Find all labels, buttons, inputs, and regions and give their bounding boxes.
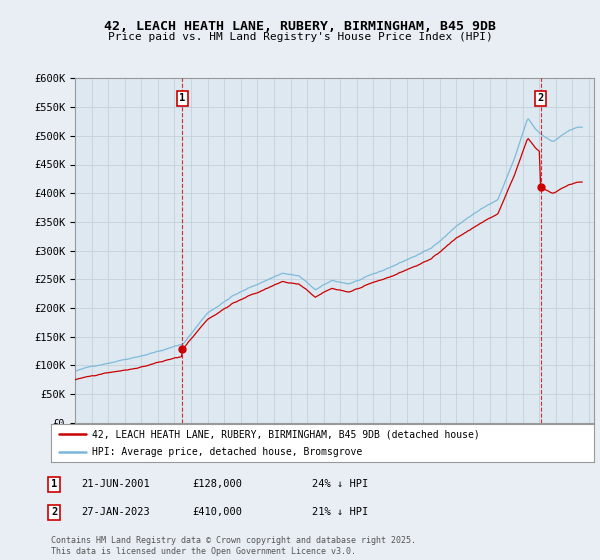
- Text: 21-JUN-2001: 21-JUN-2001: [81, 479, 150, 489]
- Text: 21% ↓ HPI: 21% ↓ HPI: [312, 507, 368, 517]
- Text: £128,000: £128,000: [192, 479, 242, 489]
- Text: 27-JAN-2023: 27-JAN-2023: [81, 507, 150, 517]
- Text: 2: 2: [538, 94, 544, 104]
- Text: 2: 2: [51, 507, 57, 517]
- Text: Price paid vs. HM Land Registry's House Price Index (HPI): Price paid vs. HM Land Registry's House …: [107, 32, 493, 43]
- Text: 1: 1: [51, 479, 57, 489]
- Text: 1: 1: [179, 94, 185, 104]
- Text: 24% ↓ HPI: 24% ↓ HPI: [312, 479, 368, 489]
- Text: £410,000: £410,000: [192, 507, 242, 517]
- Text: HPI: Average price, detached house, Bromsgrove: HPI: Average price, detached house, Brom…: [92, 447, 362, 457]
- Text: 42, LEACH HEATH LANE, RUBERY, BIRMINGHAM, B45 9DB (detached house): 42, LEACH HEATH LANE, RUBERY, BIRMINGHAM…: [92, 429, 479, 439]
- Text: 42, LEACH HEATH LANE, RUBERY, BIRMINGHAM, B45 9DB: 42, LEACH HEATH LANE, RUBERY, BIRMINGHAM…: [104, 20, 496, 32]
- Text: Contains HM Land Registry data © Crown copyright and database right 2025.
This d: Contains HM Land Registry data © Crown c…: [51, 536, 416, 556]
